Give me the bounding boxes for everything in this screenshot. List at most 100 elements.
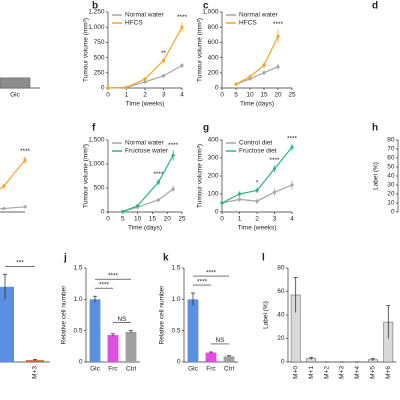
y-tick-label: 0 <box>177 359 181 366</box>
y-tick-label: 0.5 <box>171 327 180 334</box>
x-tick-label: M+0 <box>292 366 299 379</box>
bar <box>0 286 14 362</box>
data-point <box>290 183 294 187</box>
y-tick-label: 10 <box>387 200 395 207</box>
significance-label: **** <box>269 157 280 164</box>
x-tick-label: 25 <box>178 216 186 223</box>
x-tick-label: 20 <box>274 92 282 99</box>
x-tick-label: M+4 <box>354 366 361 379</box>
data-point <box>255 188 259 192</box>
panel-letter: f <box>92 123 96 134</box>
legend-label: Normal water <box>125 140 164 147</box>
y-tick-label: 20 <box>277 335 285 342</box>
x-tick-label: M+3 <box>339 366 346 379</box>
y-tick-label: 20 <box>387 191 395 198</box>
y-axis-label: Label (%) <box>263 301 270 329</box>
y-tick-label: 400 <box>208 54 219 61</box>
x-tick-label: M+1 <box>308 366 315 379</box>
y-tick-label: 70 <box>387 146 395 153</box>
x-tick-label: 15 <box>149 216 157 223</box>
y-tick-label: 0 <box>281 359 285 366</box>
panel-letter: b <box>92 1 98 12</box>
significance-label: NS <box>215 337 225 344</box>
x-tick-label: M+3 <box>32 366 39 379</box>
data-point <box>180 63 184 68</box>
y-tick-label: 100 <box>208 191 219 198</box>
x-tick-label: 15 <box>260 92 268 99</box>
data-point <box>143 80 147 84</box>
significance-label: **** <box>108 272 119 279</box>
x-tick-label: 4 <box>290 216 294 223</box>
y-tick-label: 300 <box>208 155 219 162</box>
x-tick-label: M+6 <box>385 366 392 379</box>
y-tick-label: 1,250 <box>88 9 105 16</box>
x-tick-label: 25 <box>288 92 296 99</box>
x-tick-label: 2 <box>143 92 147 99</box>
x-tick-label: 5 <box>234 92 238 99</box>
series-line <box>0 159 26 190</box>
series-line <box>0 206 26 210</box>
y-axis-label: Relative cell number <box>159 285 166 345</box>
x-tick-label: 0 <box>220 216 224 223</box>
data-point <box>161 74 166 78</box>
y-tick-label: 0 <box>391 209 395 216</box>
data-point <box>23 158 27 162</box>
legend-label: Fructose diet <box>239 148 277 155</box>
y-tick-label: 0 <box>215 209 219 216</box>
y-tick-label: 200 <box>208 70 219 77</box>
significance-label: *** <box>16 259 24 266</box>
panel-letter: c <box>203 1 209 12</box>
bar <box>223 356 235 362</box>
data-point <box>220 201 224 205</box>
data-point <box>171 187 175 191</box>
x-tick-label: 3 <box>162 92 166 99</box>
y-tick-label: 0.5 <box>73 327 82 334</box>
x-tick-label: 4 <box>180 92 184 99</box>
data-point <box>237 192 242 196</box>
significance-label: **** <box>20 148 31 155</box>
legend-label: Normal water <box>125 12 164 19</box>
y-tick-label: 40 <box>387 173 395 180</box>
x-tick-label: Glc <box>10 92 21 99</box>
data-point <box>272 167 277 171</box>
x-tick-label: Glc <box>188 366 199 373</box>
bar <box>89 299 101 362</box>
data-point <box>180 25 184 29</box>
data-point <box>248 75 252 79</box>
series-line <box>107 64 183 89</box>
x-tick-label: 0 <box>106 216 110 223</box>
x-tick-label: Glc <box>90 366 101 373</box>
x-tick-label: Ctrl <box>126 366 137 373</box>
x-axis-label: Time (weeks) <box>238 225 277 232</box>
panel-letter: h <box>372 123 378 134</box>
x-tick-label: 2 <box>255 216 259 223</box>
significance-label: ** <box>161 50 167 57</box>
significance-label: **** <box>153 171 164 178</box>
data-point <box>23 205 27 209</box>
y-axis-label: Tumour volume (mm³) <box>83 144 90 208</box>
x-axis-label: Time (days) <box>128 225 162 232</box>
data-point <box>156 198 160 202</box>
x-axis-label: Time (days) <box>240 101 274 108</box>
data-point <box>136 204 140 208</box>
y-tick-label: 600 <box>208 39 219 46</box>
y-tick-label: 0 <box>101 209 105 216</box>
y-tick-label: 500 <box>94 54 105 61</box>
significance-label: **** <box>206 269 217 276</box>
data-point <box>156 180 160 184</box>
significance-label: * <box>256 179 259 186</box>
y-tick-label: 30 <box>387 182 395 189</box>
x-tick-label: Frc <box>206 366 216 373</box>
data-point <box>161 59 166 63</box>
significance-label: **** <box>99 281 110 288</box>
y-tick-label: 200 <box>208 173 219 180</box>
data-point <box>276 34 280 38</box>
y-tick-label: 60 <box>277 288 285 295</box>
y-tick-label: 500 <box>94 185 105 192</box>
significance-label: **** <box>287 135 298 142</box>
data-point <box>106 86 110 90</box>
y-tick-label: 40 <box>277 312 285 319</box>
x-tick-label: 0 <box>220 92 224 99</box>
y-tick-label: 750 <box>94 39 105 46</box>
y-axis-label: Relative cell number <box>61 285 68 345</box>
